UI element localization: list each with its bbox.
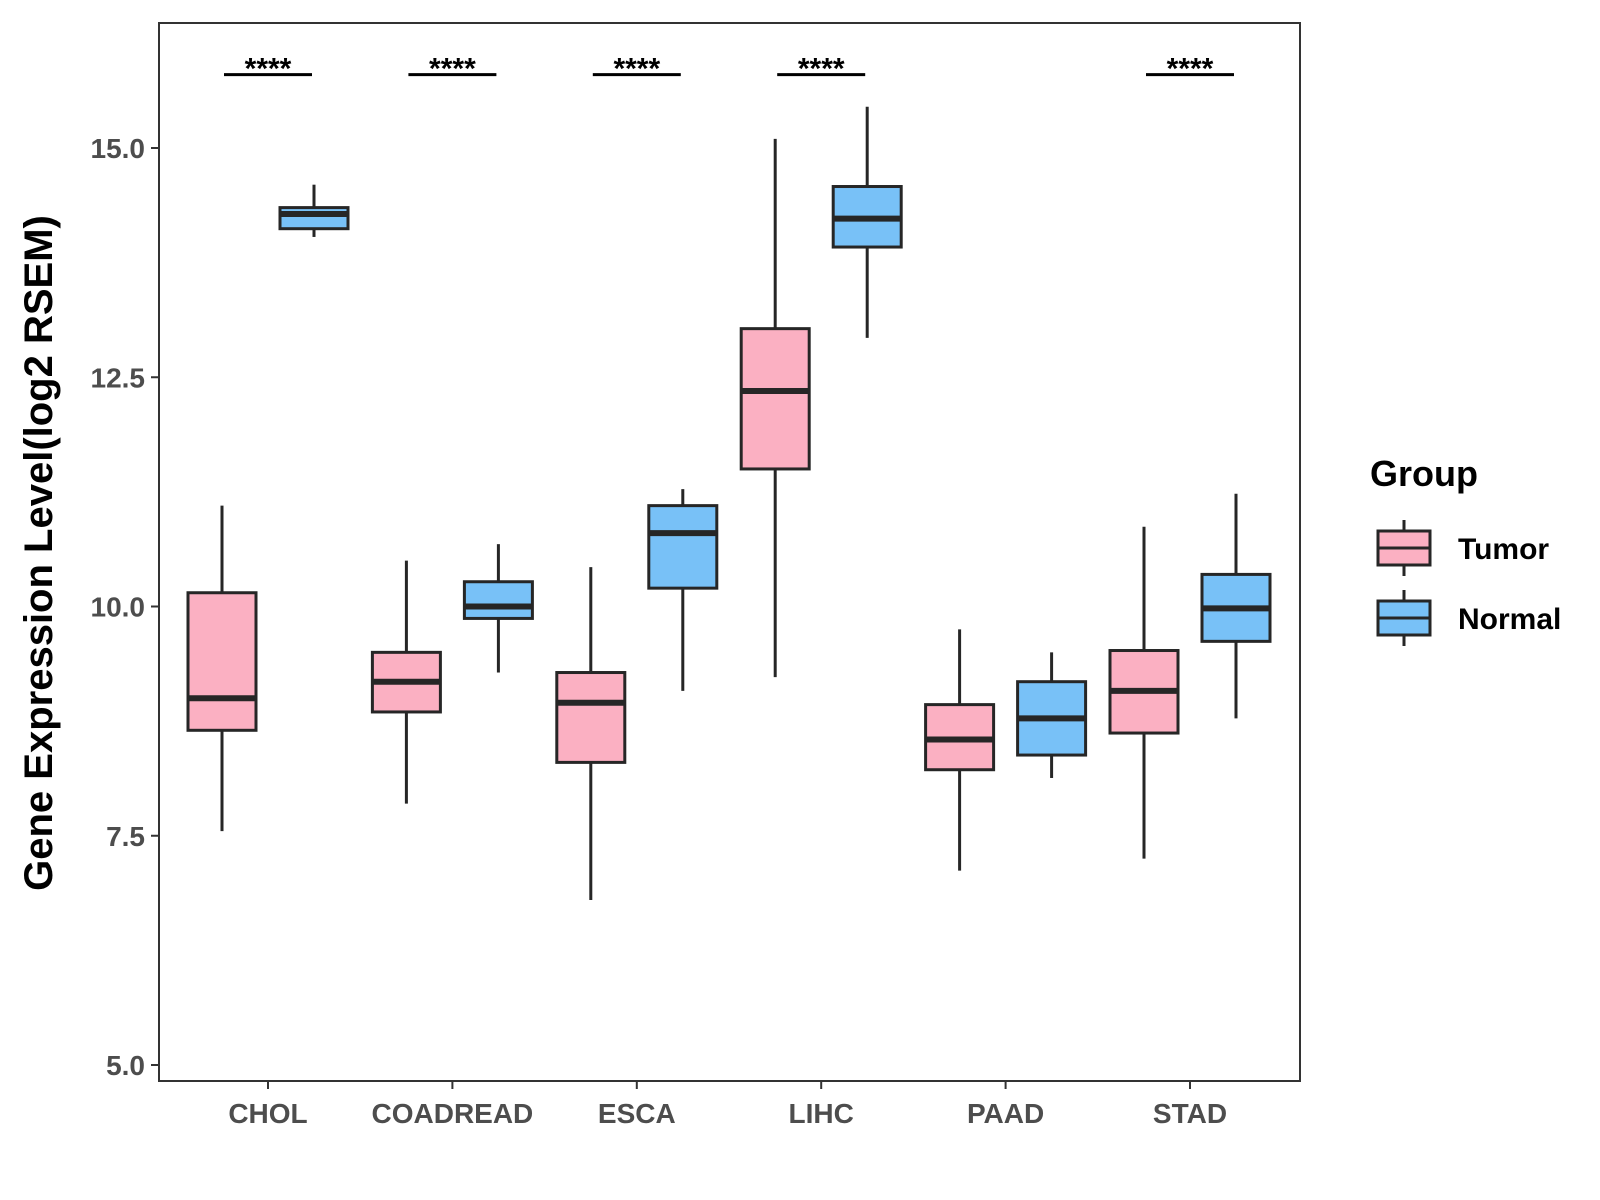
legend-item-tumor: Tumor <box>1376 520 1549 576</box>
y-tick-label: 5.0 <box>106 1050 145 1081</box>
x-tick-label: COADREAD <box>372 1098 534 1129</box>
significance-label: **** <box>1167 53 1214 86</box>
box-tumor-paad <box>924 629 996 871</box>
significance-label: **** <box>245 53 292 86</box>
box-normal-chol <box>278 184 350 237</box>
plot-panel-border <box>158 22 1301 1082</box>
legend-label: Tumor <box>1458 533 1549 566</box>
box-normal-esca <box>647 489 719 691</box>
significance-label: **** <box>798 53 845 86</box>
box-iqr <box>555 671 627 764</box>
box-normal-paad <box>1016 652 1088 778</box>
significance-label: **** <box>613 53 660 86</box>
x-tick-label: CHOL <box>228 1098 307 1129</box>
x-tick-label: STAD <box>1153 1098 1227 1129</box>
box-iqr <box>647 504 719 590</box>
box-iqr <box>739 327 811 471</box>
x-tick-label: LIHC <box>789 1098 854 1129</box>
y-tick-label: 7.5 <box>106 821 145 852</box>
significance-label: **** <box>429 53 476 86</box>
box-tumor-stad <box>1108 526 1180 859</box>
box-iqr <box>186 591 258 732</box>
box-tumor-esca <box>555 567 627 900</box>
x-tick-label: PAAD <box>967 1098 1044 1129</box>
box-tumor-coadread <box>370 560 442 804</box>
box-tumor-lihc <box>739 138 811 678</box>
box-normal-stad <box>1200 493 1272 719</box>
box-iqr <box>462 580 534 620</box>
x-tick-label: ESCA <box>598 1098 676 1129</box>
box-iqr <box>278 206 350 231</box>
y-tick-label: 12.5 <box>91 362 146 393</box>
y-tick-label: 10.0 <box>91 592 146 623</box>
y-axis-label: Gene Expression Level(log2 RSEM) <box>17 215 61 891</box>
box-tumor-chol <box>186 505 258 832</box>
legend-title: Group <box>1370 453 1478 494</box>
box-normal-coadread <box>462 544 534 673</box>
legend-item-normal: Normal <box>1376 590 1561 646</box>
legend-label: Normal <box>1458 603 1561 636</box>
box-normal-lihc <box>831 106 903 338</box>
y-tick-label: 15.0 <box>91 133 146 164</box>
